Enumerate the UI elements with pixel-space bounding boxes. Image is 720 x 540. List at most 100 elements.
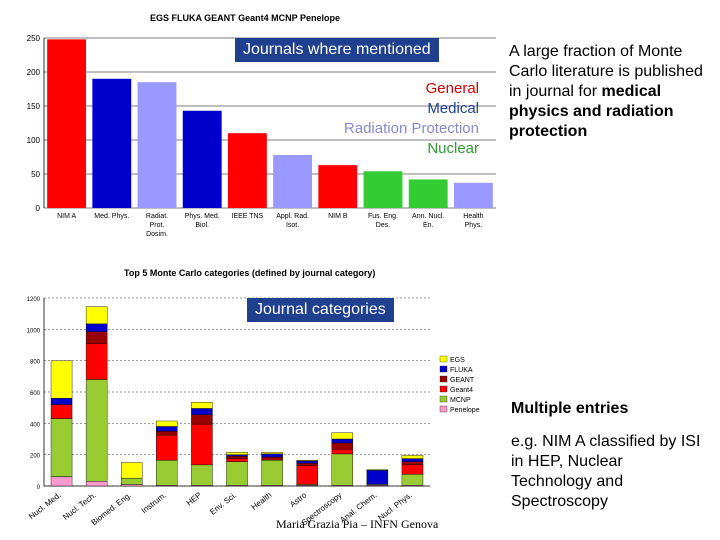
- legend-swatch-mcnp: [439, 395, 448, 403]
- bar-0-egs: [50, 360, 73, 399]
- y-tick-label: 150: [27, 102, 41, 111]
- bar-1-geant: [85, 331, 108, 344]
- y-tick-label: 250: [27, 34, 41, 43]
- legend-general: General: [425, 80, 479, 97]
- bar-3-fluka: [156, 426, 178, 432]
- bar-2-egs: [120, 462, 143, 479]
- legend-radiation-protection: Radiation Protection: [343, 120, 479, 137]
- y-tick-label: 600: [30, 391, 41, 397]
- bar-4-mcnp: [191, 464, 213, 486]
- y-tick-label: 1200: [27, 297, 41, 303]
- bar-0: [47, 39, 87, 208]
- chart1-title: EGS FLUKA GEANT Geant4 MCNP Penelope: [150, 13, 341, 23]
- bar-1-egs: [85, 306, 108, 325]
- x-tick-label-4: IEEE TNS: [232, 213, 264, 220]
- chart1-svg: 0 50 100 150 200 250 NIM A Med. Phys. Radiat. Pro…: [27, 34, 496, 238]
- bar-8-geant4: [331, 448, 353, 455]
- bar-9: [453, 182, 493, 208]
- legend-swatch-egs: [439, 355, 448, 363]
- y-tick-label: 100: [27, 136, 41, 145]
- bar-10-fluka: [401, 458, 424, 462]
- bar-1-penelope: [85, 481, 108, 487]
- bar-6-geant: [261, 456, 283, 461]
- y-tick-label: 800: [30, 360, 41, 366]
- bar-7-fluka: [296, 460, 318, 464]
- legend-label-egs: EGS: [450, 357, 465, 364]
- chart2-title: Top 5 Monte Carlo categories (defined by…: [124, 268, 376, 278]
- bar-10-egs: [401, 455, 424, 459]
- right-paragraph: A large fraction of Monte Carlo literatu…: [509, 42, 714, 142]
- bar-1-fluka: [85, 323, 108, 332]
- right-paragraph-bold: medical physics and radiation protection: [509, 83, 674, 140]
- bar-7: [363, 171, 403, 208]
- legend-swatch-fluka: [439, 365, 448, 373]
- bar-5-egs: [226, 452, 248, 455]
- y-tick-label: 0: [37, 485, 41, 491]
- chart1-callout: Journals where mentioned: [235, 38, 439, 62]
- bar-7-geant: [296, 463, 318, 466]
- chart1-legend: General Medical Radiation Protection Nuc…: [344, 79, 479, 159]
- bar-2-mcnp: [120, 477, 143, 485]
- bar-0-mcnp: [50, 418, 73, 477]
- bar-4-fluka: [191, 408, 213, 415]
- right-paragraph-plain: A large fraction of Monte Carlo literatu…: [509, 43, 703, 100]
- y-tick-label: 200: [27, 68, 41, 77]
- bar-3-egs: [156, 420, 178, 427]
- bar-9-egs: [366, 469, 389, 471]
- x-tick-label-6: NIM B: [328, 213, 348, 220]
- y-tick-label: 1000: [27, 328, 41, 334]
- bar-6-fluka: [261, 453, 283, 458]
- bar-4-geant4: [191, 423, 213, 466]
- footer: Maria Grazia Pia – INFN Genova: [276, 517, 439, 531]
- legend-label-geant4: Geant4: [450, 387, 473, 394]
- bar-1-geant4: [85, 343, 108, 380]
- x-tick-label-6: Health: [250, 490, 274, 511]
- bar-8-fluka: [331, 438, 353, 444]
- bar-10-mcnp: [401, 474, 424, 486]
- bar-1: [92, 78, 132, 208]
- legend-swatch-geant: [439, 375, 448, 383]
- multiple-entries-detail: e.g. NIM A classified by ISI in HEP, Nuc…: [511, 433, 701, 510]
- bar-7-geant4: [296, 465, 318, 485]
- x-tick-label-7: Fus. Eng. Des.: [368, 213, 398, 229]
- x-tick-label-2: Radiat. Prot. Dosim.: [146, 213, 168, 238]
- bar-0-fluka: [50, 398, 73, 405]
- bar-8-mcnp: [331, 453, 353, 486]
- legend-label-fluka: FLUKA: [450, 367, 473, 374]
- chart2-callout: Journal categories: [247, 298, 394, 322]
- bar-1-mcnp: [85, 379, 108, 482]
- x-tick-label-3: Phys. Med. Biol.: [185, 213, 220, 229]
- bar-3-geant: [156, 430, 178, 436]
- y-tick-label: 200: [30, 454, 41, 460]
- x-tick-label-1: Med. Phys.: [94, 213, 129, 220]
- legend-swatch-geant4: [439, 385, 448, 393]
- x-tick-label-7: Astro: [288, 490, 309, 509]
- x-tick-label-5: Env. Sci.: [208, 490, 238, 516]
- x-tick-label-0: NIM A: [57, 213, 76, 220]
- bar-4-egs: [191, 401, 213, 409]
- x-tick-label-9: Health Phys.: [463, 213, 483, 229]
- bar-3-mcnp: [156, 459, 178, 486]
- bar-0-geant4: [50, 404, 73, 419]
- bar-5-geant: [226, 456, 248, 459]
- x-tick-label-3: Instrum.: [140, 490, 168, 515]
- legend-label-geant: GEANT: [450, 377, 475, 384]
- bar-10-geant4: [401, 464, 424, 475]
- legend-label-penelope: Penelope: [450, 407, 480, 414]
- bar-9-fluka: [366, 470, 389, 485]
- bar-5-fluka: [226, 454, 248, 457]
- bar-4: [227, 133, 267, 208]
- bar-0-penelope: [50, 476, 73, 487]
- bar-3: [182, 110, 222, 208]
- bar-4-geant: [191, 414, 213, 425]
- x-tick-label-4: HEP: [185, 490, 204, 507]
- y-tick-label: 400: [30, 422, 41, 428]
- legend-medical: Medical: [427, 100, 479, 117]
- y-tick-label: 0: [36, 204, 41, 213]
- bar-2-penelope: [120, 484, 143, 487]
- bar-6: [318, 165, 358, 208]
- legend-nuclear: Nuclear: [427, 140, 479, 157]
- bar-5: [273, 154, 313, 208]
- legend-swatch-penelope: [439, 405, 448, 413]
